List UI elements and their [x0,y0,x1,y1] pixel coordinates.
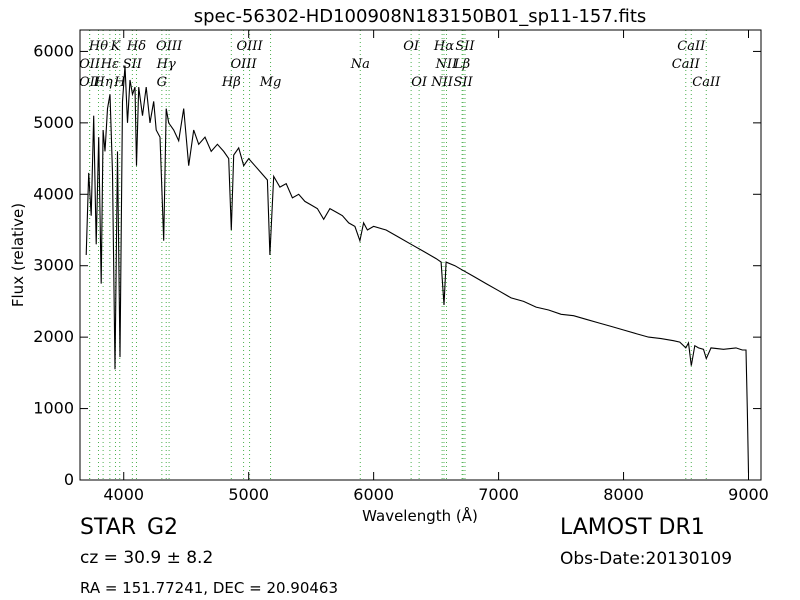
x-tick-label: 8000 [603,485,644,504]
y-tick-label: 6000 [33,41,74,60]
marker-label: NII [430,75,454,90]
marker-label: OIII [237,39,264,54]
marker-label: CaII [677,39,706,54]
marker-label: G [157,75,167,90]
y-tick-label: 5000 [33,113,74,132]
flux-series-line [85,65,750,473]
marker-label: K [110,39,122,54]
y-axis-label: Flux (relative) [9,203,27,307]
y-tick-label: 1000 [33,399,74,418]
marker-label: SII [455,39,475,54]
x-axis-label: Wavelength (Å) [362,506,478,525]
marker-label: OI [403,39,420,54]
marker-label: SII [123,57,143,72]
marker-label: Mg [259,75,282,90]
x-tick-label: 9000 [728,485,769,504]
x-tick-label: 4000 [103,485,144,504]
marker-label: CaII [672,57,701,72]
y-tick-label: 2000 [33,327,74,346]
marker-label: OIII [231,57,258,72]
y-tick-label: 4000 [33,184,74,203]
marker-label: Hγ [156,57,176,72]
y-tick-label: 0 [64,470,74,489]
marker-label: OIII [156,39,183,54]
marker-label: Hδ [126,39,146,54]
marker-label: Hη [93,75,113,90]
marker-label: OII [79,57,101,72]
object-class: STAR [80,515,137,540]
coordinates: RA = 151.77241, DEC = 20.90463 [80,579,339,597]
marker-label: Hε [100,57,119,72]
marker-label: H [113,75,126,90]
marker-label: CaII [692,75,721,90]
x-tick-label: 6000 [353,485,394,504]
marker-label: NII [435,57,459,72]
y-tick-label: 3000 [33,256,74,275]
redshift-value: cz = 30.9 ± 8.2 [80,548,214,568]
marker-label: Hθ [88,39,108,54]
survey-name: LAMOST DR1 [560,515,705,540]
marker-label: OI [411,75,428,90]
marker-label: OII [79,75,101,90]
x-tick-label: 7000 [478,485,519,504]
marker-label: Lβ [453,57,470,72]
plot-frame [79,29,762,481]
marker-label: SII [454,75,474,90]
object-subclass: G2 [147,515,179,540]
axis-ticks: 4000 5000 6000 7000 8000 9000 0 1000 2000 3000 400… [33,30,769,504]
marker-label: Hβ [221,75,241,90]
observation-date: Obs-Date:20130109 [560,549,733,569]
marker-label: Na [350,57,370,72]
x-tick-label: 5000 [228,485,269,504]
marker-label: Hα [433,39,454,54]
chart-title: spec-56302-HD100908N183150B01_sp11-157.f… [194,6,647,27]
